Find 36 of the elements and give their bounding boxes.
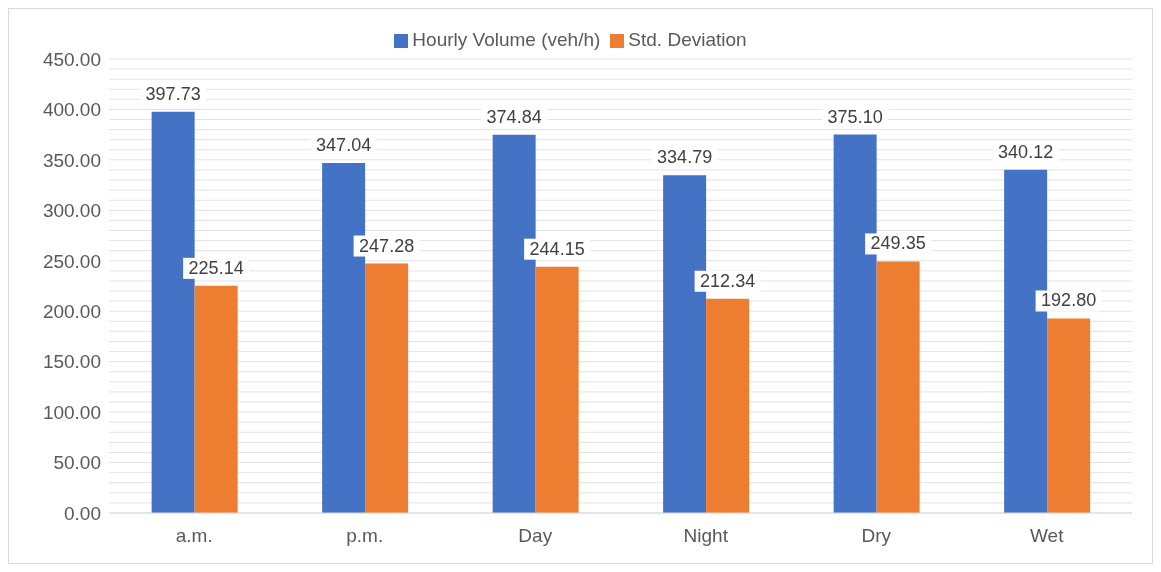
data-label: 340.12 xyxy=(998,141,1054,162)
bar xyxy=(876,261,920,513)
y-tick-label: 250.00 xyxy=(42,250,101,272)
data-label: 249.35 xyxy=(870,233,926,254)
data-label: 375.10 xyxy=(827,106,883,127)
data-label: 334.79 xyxy=(657,147,713,168)
x-tick-label: p.m. xyxy=(346,525,384,547)
y-tick-label: 350.00 xyxy=(42,149,101,171)
legend-label: Hourly Volume (veh/h) xyxy=(412,29,601,50)
y-tick-label: 450.00 xyxy=(42,48,101,70)
bar xyxy=(194,285,238,513)
data-label: 192.80 xyxy=(1041,290,1097,311)
bar xyxy=(1047,318,1091,513)
data-label: 347.04 xyxy=(316,134,372,155)
data-label: 212.34 xyxy=(700,270,756,291)
data-label: 247.28 xyxy=(359,235,415,256)
x-tick-label: Dry xyxy=(861,525,892,547)
data-label: 397.73 xyxy=(145,83,201,104)
data-label: 374.84 xyxy=(486,106,542,127)
y-tick-label: 150.00 xyxy=(42,351,101,373)
x-tick-label: Day xyxy=(518,525,553,547)
y-tick-label: 300.00 xyxy=(42,200,101,222)
bar xyxy=(706,298,750,513)
y-tick-label: 100.00 xyxy=(42,401,101,423)
legend-label: Std. Deviation xyxy=(628,29,747,50)
x-tick-label: Night xyxy=(683,525,729,547)
y-tick-label: 200.00 xyxy=(42,300,101,322)
x-tick-label: a.m. xyxy=(175,525,213,547)
x-tick-label: Wet xyxy=(1030,525,1065,547)
y-tick-label: 400.00 xyxy=(42,99,101,121)
data-label: 225.14 xyxy=(188,257,244,278)
y-tick-label: 0.00 xyxy=(64,502,101,524)
bar xyxy=(365,263,409,513)
y-tick-label: 50.00 xyxy=(53,452,101,474)
bar xyxy=(535,266,579,513)
data-label: 244.15 xyxy=(529,238,585,259)
